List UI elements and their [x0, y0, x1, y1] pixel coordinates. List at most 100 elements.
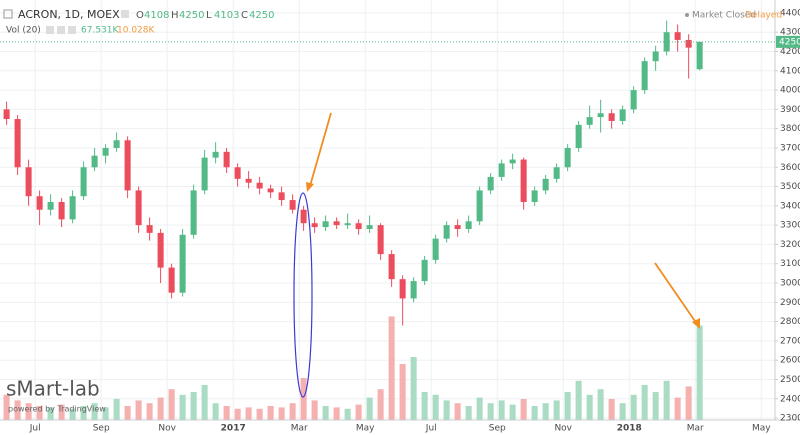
volume-bar: [3, 394, 10, 420]
volume-bar: [487, 403, 494, 420]
volume-bar: [377, 389, 384, 420]
candle-body: [311, 223, 318, 228]
candle-body: [245, 178, 252, 183]
volume-bar: [476, 397, 483, 420]
powered-by: powered by TradingView: [8, 405, 106, 414]
volume-bar: [190, 392, 197, 420]
volume-bar: [344, 408, 351, 420]
volume-bar: [355, 404, 362, 420]
candle-body: [575, 124, 582, 148]
volume-bar: [300, 378, 307, 420]
volume-bar: [509, 404, 516, 420]
candle-body: [25, 167, 32, 197]
x-tick-label: Jul: [29, 424, 41, 434]
y-tick-label: 3000: [780, 279, 800, 289]
candle-body: [520, 159, 527, 202]
candle-body: [696, 41, 703, 70]
volume-title: Vol (20): [6, 26, 41, 36]
y-tick-label: 2600: [780, 356, 800, 366]
candle-body: [421, 259, 428, 282]
y-tick-label: 3100: [780, 259, 800, 269]
candle-body: [366, 225, 373, 230]
volume-bar: [586, 394, 593, 420]
volume-bar: [641, 385, 648, 420]
y-tick-label: 4400: [780, 8, 800, 18]
y-tick-label: 3300: [780, 221, 800, 231]
volume-bar: [663, 380, 670, 420]
x-tick-label: May: [752, 424, 771, 434]
candle-body: [47, 201, 54, 210]
volume-bar: [432, 394, 439, 420]
vol-icon[interactable]: [68, 26, 76, 34]
volume-bar: [674, 397, 681, 420]
volume-bar: [245, 407, 252, 420]
candle-body: [3, 109, 10, 120]
candle-body: [597, 113, 604, 118]
candle-body: [234, 167, 241, 179]
y-tick-label: 2800: [780, 317, 800, 327]
vol-icon[interactable]: [46, 26, 54, 34]
y-tick-label: 4200: [780, 47, 800, 57]
candle-body: [355, 223, 362, 230]
volume-bar: [421, 392, 428, 420]
candle-body: [102, 147, 109, 156]
volume-bar: [531, 406, 538, 420]
candle-body: [685, 39, 692, 48]
y-tick-label: 3800: [780, 124, 800, 134]
volume-bar: [47, 407, 54, 420]
candle-body: [179, 234, 186, 293]
volume-bar: [597, 389, 604, 420]
volume-bar: [399, 364, 406, 420]
candle-body: [344, 223, 351, 226]
candle-body: [465, 221, 472, 230]
y-tick-label: 2900: [780, 298, 800, 308]
candle-body: [586, 117, 593, 125]
last-price-box: [776, 35, 800, 48]
candle-body: [289, 200, 296, 210]
candle-body: [564, 147, 571, 168]
settings-icon[interactable]: [121, 10, 129, 18]
candle-body: [14, 119, 21, 168]
volume-bar: [608, 399, 615, 420]
vol-icon[interactable]: [57, 26, 65, 34]
y-tick-label: 2700: [780, 336, 800, 346]
volume-bar: [234, 408, 241, 420]
volume-bar: [410, 357, 417, 420]
market-status: Market Closed: [692, 11, 756, 21]
candle-body: [509, 159, 516, 164]
x-tick-label: May: [356, 424, 375, 434]
candle-body: [641, 61, 648, 91]
candle-body: [531, 190, 538, 202]
symbol: ACRON, 1D, MOEX: [18, 8, 120, 21]
y-tick-label: 3700: [780, 143, 800, 153]
ohlc-value: 4250: [179, 10, 204, 21]
candle-body: [619, 109, 626, 121]
candle-body: [256, 182, 263, 189]
y-tick-label: 3900: [780, 105, 800, 115]
volume-bar: [388, 316, 395, 420]
volume-bar: [179, 394, 186, 420]
volume-bar: [256, 408, 263, 420]
candle-body: [201, 157, 208, 191]
axes: 2300 2400 2500 2600 2700 2800 2900 3000 3100 3200…: [0, 8, 800, 434]
x-tick-label: Mar: [687, 424, 704, 434]
candle-body: [432, 238, 439, 260]
y-tick-label: 2500: [780, 375, 800, 385]
volume-bar: [124, 406, 131, 420]
candle-body: [146, 225, 153, 233]
volume-bar: [223, 406, 230, 420]
collapse-icon[interactable]: [3, 9, 13, 19]
x-tick-label: Nov: [554, 424, 572, 434]
volume-pane: [3, 316, 703, 420]
candle-body: [553, 167, 560, 179]
volume-bar: [619, 403, 626, 420]
volume-bar: [575, 380, 582, 420]
candle-body: [91, 155, 98, 168]
y-tick-label: 2400: [780, 394, 800, 404]
ohlc-letter: C: [241, 10, 248, 21]
candle-body: [168, 267, 175, 293]
ohlc-letter: H: [171, 10, 179, 21]
volume-bar: [443, 400, 450, 420]
